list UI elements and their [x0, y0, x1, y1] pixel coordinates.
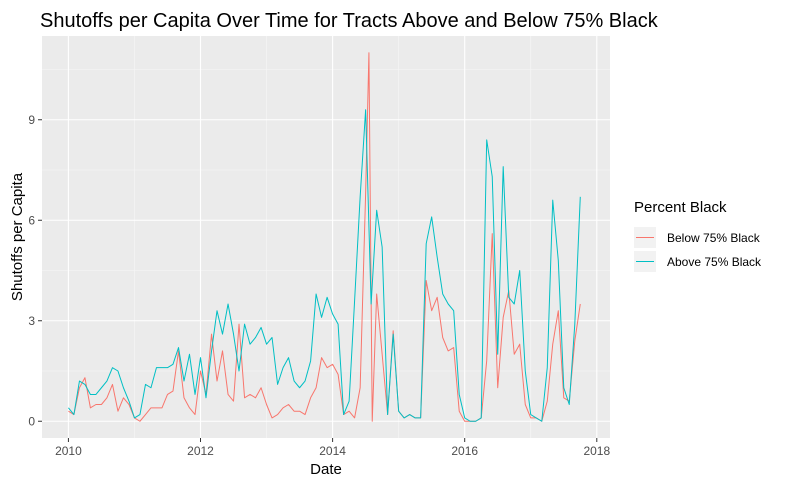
x-tick-label: 2018 [583, 444, 610, 458]
series-line-above-75 [68, 109, 581, 422]
y-tick-label: 6 [28, 213, 35, 227]
x-axis-title: Date [310, 461, 342, 478]
y-axis-ticks: 0 3 6 9 [28, 113, 42, 428]
legend-label-below: Below 75% Black [667, 231, 761, 245]
chart-title: Shutoffs per Capita Over Time for Tracts… [40, 10, 659, 32]
x-tick-label: 2016 [451, 444, 478, 458]
series-lines [68, 52, 581, 422]
major-gridlines [42, 36, 610, 438]
x-tick-label: 2010 [55, 444, 82, 458]
y-tick-label: 3 [28, 314, 35, 328]
y-tick-label: 0 [28, 414, 35, 428]
x-axis-ticks: 2010 2012 2014 2016 2018 [55, 438, 610, 458]
plot-panel [42, 36, 610, 438]
legend-title: Percent Black [634, 199, 727, 216]
legend-label-above: Above 75% Black [667, 255, 762, 269]
y-axis-title: Shutoffs per Capita [9, 172, 26, 301]
x-tick-label: 2014 [319, 444, 346, 458]
minor-gridlines [42, 36, 610, 438]
y-tick-label: 9 [28, 113, 35, 127]
legend: Percent Black Below 75% Black Above 75% … [634, 199, 762, 272]
x-tick-label: 2012 [187, 444, 214, 458]
series-line-below-75 [68, 52, 581, 422]
